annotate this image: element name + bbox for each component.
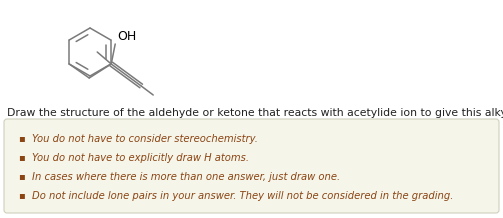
Text: ▪  You do not have to explicitly draw H atoms.: ▪ You do not have to explicitly draw H a… — [19, 153, 249, 163]
Text: ▪  Do not include lone pairs in your answer. They will not be considered in the : ▪ Do not include lone pairs in your answ… — [19, 191, 453, 201]
Text: ▪  In cases where there is more than one answer, just draw one.: ▪ In cases where there is more than one … — [19, 172, 340, 182]
FancyBboxPatch shape — [4, 119, 499, 213]
Text: Draw the structure of the aldehyde or ketone that reacts with acetylide ion to g: Draw the structure of the aldehyde or ke… — [7, 108, 503, 118]
Text: OH: OH — [117, 30, 136, 43]
Text: ▪  You do not have to consider stereochemistry.: ▪ You do not have to consider stereochem… — [19, 134, 258, 144]
